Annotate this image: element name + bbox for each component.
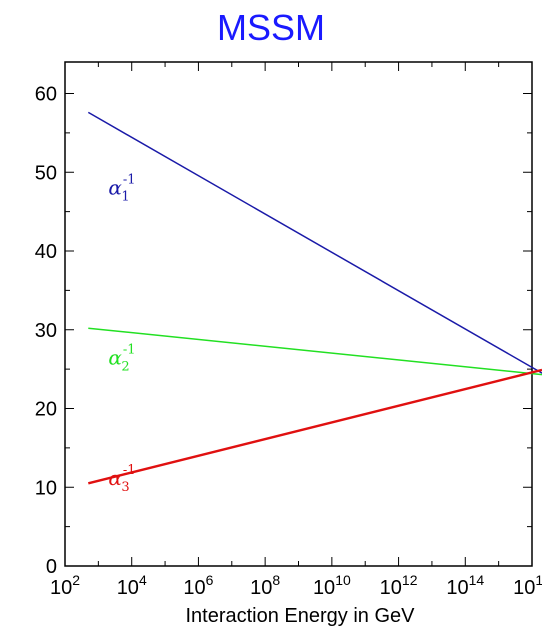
x-tick-label: 1016 (513, 572, 542, 599)
x-axis-label: Interaction Energy in GeV (185, 605, 415, 627)
x-axis: 102 104 106 108 1010 1012 1014 1016 (50, 62, 542, 599)
y-tick-label: 30 (35, 320, 57, 342)
x-tick-label: 1010 (313, 572, 351, 599)
y-tick-label: 20 (35, 399, 57, 421)
y-tick-label: 0 (46, 556, 57, 578)
series-line-3 (88, 368, 542, 485)
y-tick-label: 40 (35, 241, 57, 263)
x-tick-label: 102 (50, 572, 80, 599)
series-line-1 (87, 111, 542, 374)
x-tick-label: 1014 (446, 572, 484, 599)
y-tick-label: 50 (35, 162, 57, 184)
x-tick-label: 1012 (380, 572, 418, 599)
series-label-3: α-1 3 (108, 463, 135, 495)
x-tick-label: 104 (117, 572, 147, 599)
series-label-2: α-1 2 (108, 342, 135, 374)
y-axis: 0 10 20 30 40 50 60 (35, 84, 532, 578)
x-tick-label: 106 (183, 572, 213, 599)
chart-title: MSSM (217, 7, 325, 48)
series-line-2 (88, 327, 542, 376)
series-label-1: α-1 1 (108, 172, 135, 204)
x-tick-label: 108 (250, 572, 280, 599)
y-tick-label: 60 (35, 84, 57, 106)
plot-frame (64, 61, 533, 567)
y-tick-label: 10 (35, 477, 57, 499)
series-group: α-1 1 α-1 2 α-1 3 (87, 111, 542, 495)
